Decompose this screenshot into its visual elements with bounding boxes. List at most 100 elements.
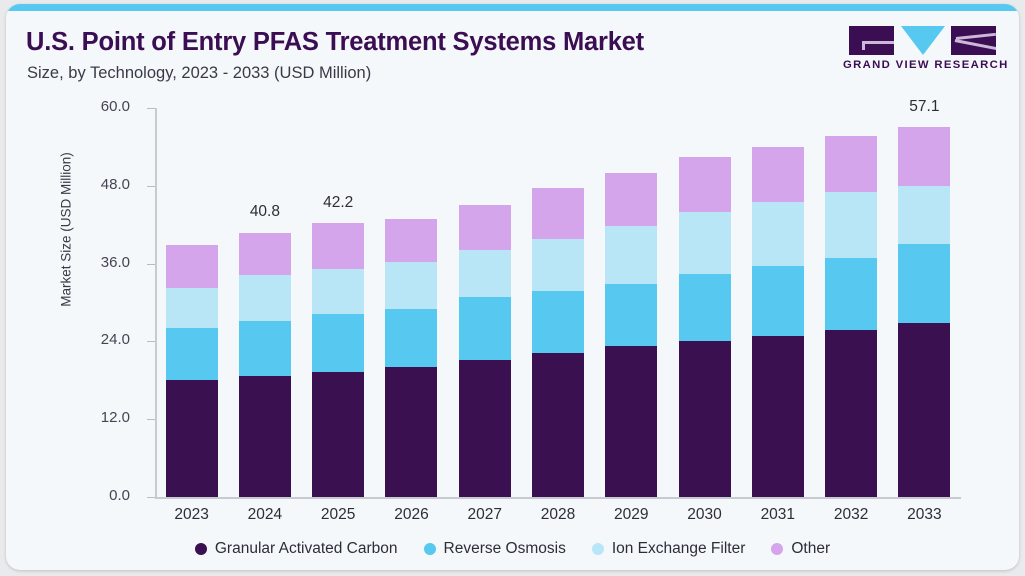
y-axis-title: Market Size (USD Million) [58,152,74,307]
bar-segment[interactable] [751,202,804,266]
legend-label: Granular Activated Carbon [214,540,398,557]
bar-segment[interactable] [238,320,291,377]
bars-layer [155,108,961,497]
plot-area: Market Size (USD Million) 60.0 48.0 36.0 24… [6,4,1019,570]
legend-item[interactable]: Reverse Osmosis [423,540,566,558]
x-axis-tick-label: 2029 [614,506,649,523]
x-axis-tick-label: 2031 [760,506,796,523]
bar-segment[interactable] [751,146,804,203]
bar-segment[interactable] [385,309,438,367]
legend-label: Ion Exchange Filter [611,540,746,557]
bar-stack[interactable] [605,108,658,497]
y-axis-tick-label: 60.0 [100,98,130,115]
bar-segment[interactable] [312,313,365,372]
x-axis-tick-label: 2027 [467,506,502,523]
bar-segment[interactable] [898,185,951,245]
bar-segment[interactable] [605,345,658,497]
bar-segment[interactable] [385,366,438,497]
bar-segment[interactable] [238,376,291,497]
bar-segment[interactable] [312,223,365,269]
bar-segment[interactable] [532,290,584,354]
bar-segment[interactable] [238,232,291,276]
bar-segment[interactable] [532,187,584,239]
bar-segment[interactable] [825,135,878,193]
bar-segment[interactable] [458,359,511,497]
bar-stack[interactable] [898,108,951,497]
bar-segment[interactable] [605,172,658,226]
bar-stack[interactable] [458,108,511,497]
bar-stack[interactable] [165,108,218,497]
bar-stack[interactable] [385,108,438,497]
bar-segment[interactable] [678,156,731,213]
bar-stack[interactable] [678,108,731,497]
legend-color-dot-icon [423,543,436,555]
x-axis-tick-label: 2028 [540,506,576,523]
x-axis-tick-label: 2025 [320,506,356,523]
y-axis-tick-label: 36.0 [100,253,130,271]
bar-segment[interactable] [678,340,731,497]
bar-segment[interactable] [605,226,658,284]
chart-legend: Granular Activated Carbon Reverse Osmosis… [6,540,1019,558]
bar-segment[interactable] [678,274,731,341]
x-axis-line [155,497,961,499]
bar-segment[interactable] [458,204,511,250]
bar-segment[interactable] [898,126,951,186]
bar-segment[interactable] [825,258,878,331]
bar-segment[interactable] [532,238,584,291]
bar-stack[interactable] [312,108,365,497]
bar-segment[interactable] [751,265,804,337]
y-axis-tick-mark [147,185,156,187]
page-title: U.S. Point of Entry PFAS Treatment Syste… [26,28,644,56]
logo-wordmark: GRAND VIEW RESEARCH [843,59,1009,71]
bar-segment[interactable] [312,371,365,497]
legend-item[interactable]: Ion Exchange Filter [591,540,746,558]
bar-segment[interactable] [751,336,804,497]
bar-stack[interactable] [532,108,584,497]
bar-segment[interactable] [312,268,365,314]
logo-marks [843,26,1003,56]
bar-segment[interactable] [238,275,291,321]
bar-segment[interactable] [898,244,951,323]
bar-segment[interactable] [532,353,584,497]
bar-segment[interactable] [165,287,218,329]
logo-v-triangle-icon [901,26,945,55]
legend-color-dot-icon [771,543,784,555]
bar-value-label: 40.8 [249,203,280,221]
y-axis-line [155,108,157,498]
legend-label: Reverse Osmosis [443,540,566,557]
legend-color-dot-icon [194,543,207,555]
legend-item[interactable]: Other [771,540,830,558]
bar-segment[interactable] [458,250,511,298]
bar-stack[interactable] [751,108,804,497]
x-axis-tick-label: 2026 [394,506,429,523]
y-axis-tick-label: 48.0 [100,175,130,193]
x-axis-tick-label: 2032 [833,506,869,523]
bar-segment[interactable] [825,192,878,259]
bar-segment[interactable] [605,283,658,346]
bar-segment[interactable] [165,328,218,381]
bar-stack[interactable] [238,108,291,497]
bar-stack[interactable] [825,108,878,497]
logo-g-mark-icon [849,26,894,55]
x-axis-tick-label: 2024 [247,506,283,523]
y-axis-tick-label: 24.0 [100,331,130,349]
bar-segment[interactable] [165,380,218,497]
bar-segment[interactable] [385,218,438,263]
x-axis-tick-label: 2030 [687,506,722,523]
y-axis-tick-mark [147,341,156,343]
bar-segment[interactable] [825,330,878,497]
bar-segment[interactable] [678,212,731,274]
bar-segment[interactable] [458,297,511,360]
x-axis-tick-label: 2033 [907,506,942,523]
top-accent-bar [6,4,1019,11]
chart-card: U.S. Point of Entry PFAS Treatment Syste… [6,4,1019,570]
legend-item[interactable]: Granular Activated Carbon [194,540,398,558]
y-axis-tick-label: 12.0 [100,409,130,427]
bar-segment[interactable] [385,262,438,309]
y-axis-tick-mark [147,263,156,265]
bar-value-label: 57.1 [909,97,940,115]
bar-segment[interactable] [165,244,218,288]
bar-segment[interactable] [898,322,951,497]
logo-r-mark-icon [951,26,996,55]
